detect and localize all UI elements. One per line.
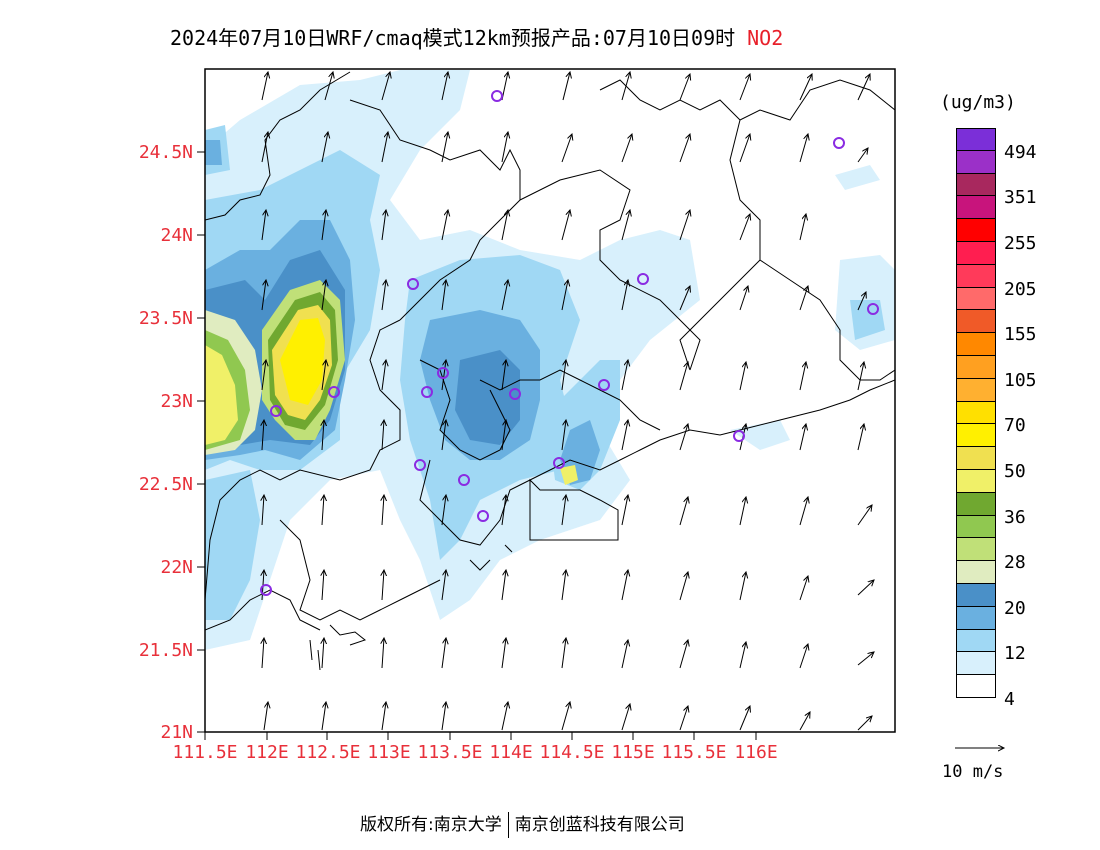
lat-tick-label: 22N xyxy=(160,557,193,578)
legend-swatch xyxy=(956,241,996,265)
lat-tick-label: 22.5N xyxy=(139,474,193,495)
legend-swatch xyxy=(956,333,996,356)
legend-swatch xyxy=(956,378,996,402)
lat-tick-label: 24.5N xyxy=(139,142,193,163)
station-marker xyxy=(437,367,449,379)
station-marker xyxy=(491,90,503,102)
legend-label: 205 xyxy=(1004,278,1037,300)
legend-swatch xyxy=(956,652,996,676)
lat-tick-label: 23.5N xyxy=(139,308,193,329)
station-marker xyxy=(407,278,419,290)
lon-tick-label: 114E xyxy=(489,742,532,763)
legend-unit: (ug/m3) xyxy=(940,92,1016,113)
wind-vectors xyxy=(262,72,874,731)
lon-tick-label: 111.5E xyxy=(172,742,237,763)
legend-label: 50 xyxy=(1004,461,1026,482)
legend-swatch xyxy=(956,173,996,197)
station-marker xyxy=(553,457,565,469)
latitude-labels: 24.5N 24N 23.5N 23N 22.5N 22N 21.5N 21N xyxy=(139,142,193,743)
legend-label: 105 xyxy=(1004,369,1037,391)
lon-tick-label: 115E xyxy=(611,742,654,763)
legend-swatch xyxy=(956,355,996,379)
station-marker xyxy=(477,510,489,522)
title-text: 2024年07月10日WRF/cmaq模式12km预报产品:07月10日09时 xyxy=(170,26,736,50)
wind-scale-label: 10 m/s xyxy=(942,762,1004,782)
station-marker xyxy=(509,388,521,400)
lat-tick-label: 24N xyxy=(160,225,193,246)
legend-swatch xyxy=(956,196,996,220)
pollutant-name: NO2 xyxy=(747,26,784,50)
station-marker xyxy=(328,386,340,398)
legend-swatch xyxy=(956,469,996,493)
legend-label: 155 xyxy=(1004,324,1037,346)
legend-label: 12 xyxy=(1004,643,1026,665)
legend-swatch xyxy=(956,515,996,539)
station-marker xyxy=(260,584,272,596)
legend-label: 36 xyxy=(1004,506,1026,528)
legend-swatch xyxy=(956,675,996,698)
station-marker xyxy=(833,137,845,149)
longitude-labels: 111.5E 112E 112.5E 113E 113.5E 114E 114.… xyxy=(172,742,777,763)
station-marker xyxy=(637,273,649,285)
legend-swatch xyxy=(956,150,996,174)
axis-ticks xyxy=(197,151,757,740)
legend-label: 4 xyxy=(1004,689,1015,710)
footer: 版权所有:南京大学 南京创蓝科技有限公司 xyxy=(360,810,685,838)
station-marker xyxy=(414,459,426,471)
lon-tick-label: 115.5E xyxy=(661,742,726,763)
legend-swatch xyxy=(956,401,996,425)
legend-swatch xyxy=(956,492,996,516)
legend-swatch xyxy=(956,264,996,288)
copyright-text: 版权所有:南京大学 xyxy=(360,815,502,835)
legend-label: 351 xyxy=(1004,187,1037,209)
station-markers xyxy=(260,90,879,596)
station-marker xyxy=(733,430,745,442)
station-marker xyxy=(867,303,879,315)
lat-tick-label: 23N xyxy=(160,391,193,412)
chart-title: 2024年07月10日WRF/cmaq模式12km预报产品:07月10日09时 N… xyxy=(170,22,783,51)
station-marker xyxy=(270,405,282,417)
legend-label: 28 xyxy=(1004,552,1026,574)
concentration-field xyxy=(205,70,895,650)
lon-tick-label: 114.5E xyxy=(539,742,604,763)
station-marker xyxy=(421,386,433,398)
legend-swatch xyxy=(956,583,996,607)
lon-tick-label: 113E xyxy=(367,742,410,763)
legend-swatch xyxy=(956,447,996,470)
lon-tick-label: 112E xyxy=(245,742,288,763)
station-marker xyxy=(458,474,470,486)
legend-swatch xyxy=(956,561,996,584)
color-legend xyxy=(956,128,996,698)
legend-swatch xyxy=(956,219,996,242)
lat-tick-label: 21N xyxy=(160,722,193,743)
legend-label: 70 xyxy=(1004,415,1026,437)
company-text: 南京创蓝科技有限公司 xyxy=(514,815,685,835)
legend-swatch xyxy=(956,606,996,630)
legend-swatch xyxy=(956,287,996,311)
legend-swatch xyxy=(956,629,996,653)
legend-label: 20 xyxy=(1004,597,1026,619)
footer-divider xyxy=(507,812,509,838)
lon-tick-label: 113.5E xyxy=(417,742,482,763)
lon-tick-label: 116E xyxy=(734,742,777,763)
lon-tick-label: 112.5E xyxy=(295,742,360,763)
legend-swatch xyxy=(956,424,996,448)
station-marker xyxy=(598,379,610,391)
legend-label: 255 xyxy=(1004,233,1037,254)
lat-tick-label: 21.5N xyxy=(139,640,193,661)
legend-swatch xyxy=(956,538,996,562)
legend-swatch xyxy=(956,310,996,334)
legend-swatch xyxy=(956,128,996,151)
legend-label: 494 xyxy=(1004,141,1037,163)
